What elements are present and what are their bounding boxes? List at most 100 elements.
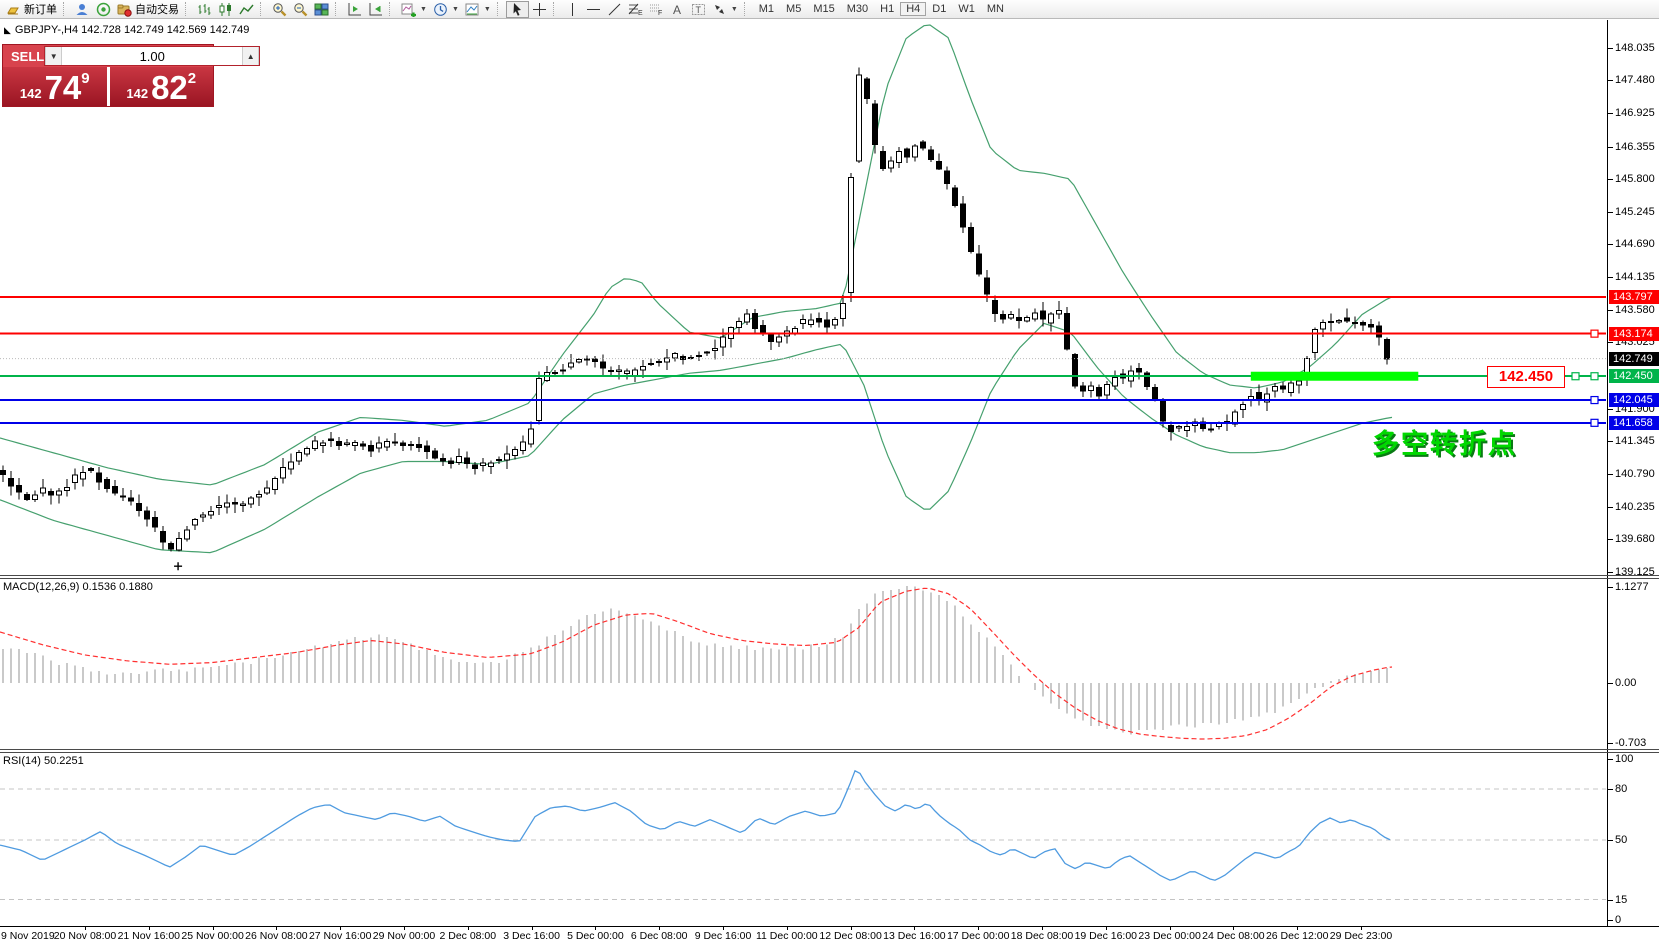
timeframe-group: M1 M5 M15 M30 H1 H4 D1 W1 MN <box>753 2 1010 16</box>
indicators-icon <box>401 2 416 17</box>
price-tick <box>1608 113 1613 114</box>
zoom-out-button[interactable] <box>290 1 311 18</box>
panel-separator[interactable] <box>0 575 1659 576</box>
timeframe-M15[interactable]: M15 <box>813 3 835 15</box>
new-order-button[interactable]: 新订单 <box>3 1 60 18</box>
panel-separator[interactable] <box>0 578 1659 579</box>
autotrading-button[interactable]: 自动交易 <box>114 1 182 18</box>
price-badge: 141.658 <box>1609 415 1659 430</box>
community-button[interactable] <box>72 1 93 18</box>
date-label: 29 Dec 23:00 <box>1329 930 1393 942</box>
turning-point-note[interactable]: 多空转折点 <box>1372 429 1517 459</box>
date-label: 17 Dec 00:00 <box>946 930 1010 942</box>
zoom-out-icon <box>293 2 308 17</box>
panel-separator[interactable] <box>0 749 1659 750</box>
price-tick <box>1608 211 1613 213</box>
timeframe-M1[interactable]: M1 <box>758 3 775 15</box>
chart-shift-button[interactable] <box>344 1 365 18</box>
community-person-icon <box>75 2 90 17</box>
sell-price-display[interactable]: 142 74 9 <box>3 67 107 106</box>
price-tick-label: 147.480 <box>1615 74 1655 87</box>
date-tick <box>595 927 597 930</box>
vertical-line-icon <box>565 2 580 17</box>
text-tool-button[interactable]: A <box>667 1 688 18</box>
text-label-tool-button[interactable]: T <box>688 1 709 18</box>
indicators-button[interactable]: ▼ <box>398 1 430 18</box>
indicators-dropdown-caret[interactable]: ▼ <box>420 5 427 13</box>
timeframe-M5[interactable]: M5 <box>786 3 802 15</box>
arrows-dropdown-caret[interactable]: ▼ <box>730 5 738 13</box>
svg-text:T: T <box>695 5 701 15</box>
date-tick <box>467 927 469 930</box>
timeframe-MN[interactable]: MN <box>986 3 1004 15</box>
cursor-icon <box>510 2 525 17</box>
signal-icon <box>96 2 111 17</box>
templates-button[interactable]: ▼ <box>462 1 494 18</box>
price-tick <box>1608 408 1613 410</box>
macd-tick <box>1608 587 1613 589</box>
price-tick-label: 145.800 <box>1615 173 1655 186</box>
price-tick <box>1608 277 1613 279</box>
price-tick-label: 144.135 <box>1615 271 1655 284</box>
volume-spinner: ▼ ▲ <box>44 46 261 66</box>
price-tick <box>1608 146 1613 148</box>
trendline-tool-button[interactable] <box>604 1 625 18</box>
macd-tick <box>1608 742 1613 744</box>
cursor-tool-button[interactable] <box>505 0 529 18</box>
price-badge: 142.450 <box>1609 369 1659 384</box>
timeframe-M30[interactable]: M30 <box>846 3 869 15</box>
buy-button[interactable]: BUY <box>260 48 288 64</box>
timeframe-H4[interactable]: H4 <box>900 2 927 16</box>
date-tick <box>531 927 533 930</box>
timeframe-H1[interactable]: H1 <box>880 3 895 15</box>
trendline-icon <box>607 2 622 17</box>
templates-dropdown-caret[interactable]: ▼ <box>483 5 491 13</box>
rsi-tick <box>1608 759 1613 760</box>
periods-button[interactable]: ▼ <box>430 1 462 18</box>
tile-windows-button[interactable] <box>311 1 332 18</box>
price-tick-label: 140.235 <box>1615 500 1655 513</box>
periods-dropdown-caret[interactable]: ▼ <box>451 5 459 13</box>
toolbar-separator <box>335 2 341 16</box>
level-annotation-box[interactable]: 142.450 <box>1487 366 1565 388</box>
fibonacci-grid-tool-button[interactable]: F <box>646 1 667 18</box>
price-tick <box>1608 244 1613 246</box>
date-label: 26 Nov 08:00 <box>245 930 308 942</box>
auto-scroll-button[interactable] <box>365 1 386 18</box>
zoom-in-button[interactable] <box>269 1 290 18</box>
chart-title: ◣ GBPJPY-,H4 142.728 142.749 142.569 142… <box>4 24 249 36</box>
price-tick-label: 139.125 <box>1615 565 1655 578</box>
vertical-line-tool-button[interactable] <box>562 1 583 18</box>
arrows-tool-button[interactable]: ▼ <box>709 1 741 18</box>
price-tick <box>1608 539 1613 541</box>
date-tick <box>786 927 788 930</box>
volume-input[interactable] <box>62 47 243 65</box>
panel-separator[interactable] <box>0 752 1659 753</box>
rsi-indicator-label: RSI(14) 50.2251 <box>3 755 84 767</box>
chart-pointer-icon: ◣ <box>4 24 11 35</box>
horizontal-line-tool-button[interactable] <box>583 1 604 18</box>
timeframe-D1[interactable]: D1 <box>932 3 947 15</box>
crosshair-icon <box>532 2 547 17</box>
new-order-label: 新订单 <box>24 4 57 16</box>
price-badge: 142.045 <box>1609 393 1659 408</box>
fibonacci-tool-button[interactable]: E <box>625 1 646 18</box>
bar-chart-button[interactable] <box>194 1 215 18</box>
volume-increase-button[interactable]: ▲ <box>242 47 260 65</box>
crosshair-tool-button[interactable] <box>529 1 550 18</box>
autotrading-icon <box>117 2 132 17</box>
signals-button[interactable] <box>93 1 114 18</box>
one-click-trading-panel: SELL ▼ ▲ BUY 142 74 9 142 82 2 <box>2 44 288 107</box>
line-chart-button[interactable] <box>236 1 257 18</box>
date-label: 13 Dec 16:00 <box>883 930 946 942</box>
candlestick-chart-button[interactable] <box>215 1 236 18</box>
date-label: 20 Nov 08:00 <box>53 930 117 942</box>
timeframe-W1[interactable]: W1 <box>958 3 975 15</box>
macd-tick <box>1608 683 1613 684</box>
date-label: 25 Nov 00:00 <box>181 930 244 942</box>
volume-decrease-button[interactable]: ▼ <box>45 47 63 65</box>
buy-price-display[interactable]: 142 82 2 <box>109 67 213 106</box>
sell-button[interactable]: SELL <box>11 48 45 64</box>
date-tick <box>1233 927 1235 930</box>
